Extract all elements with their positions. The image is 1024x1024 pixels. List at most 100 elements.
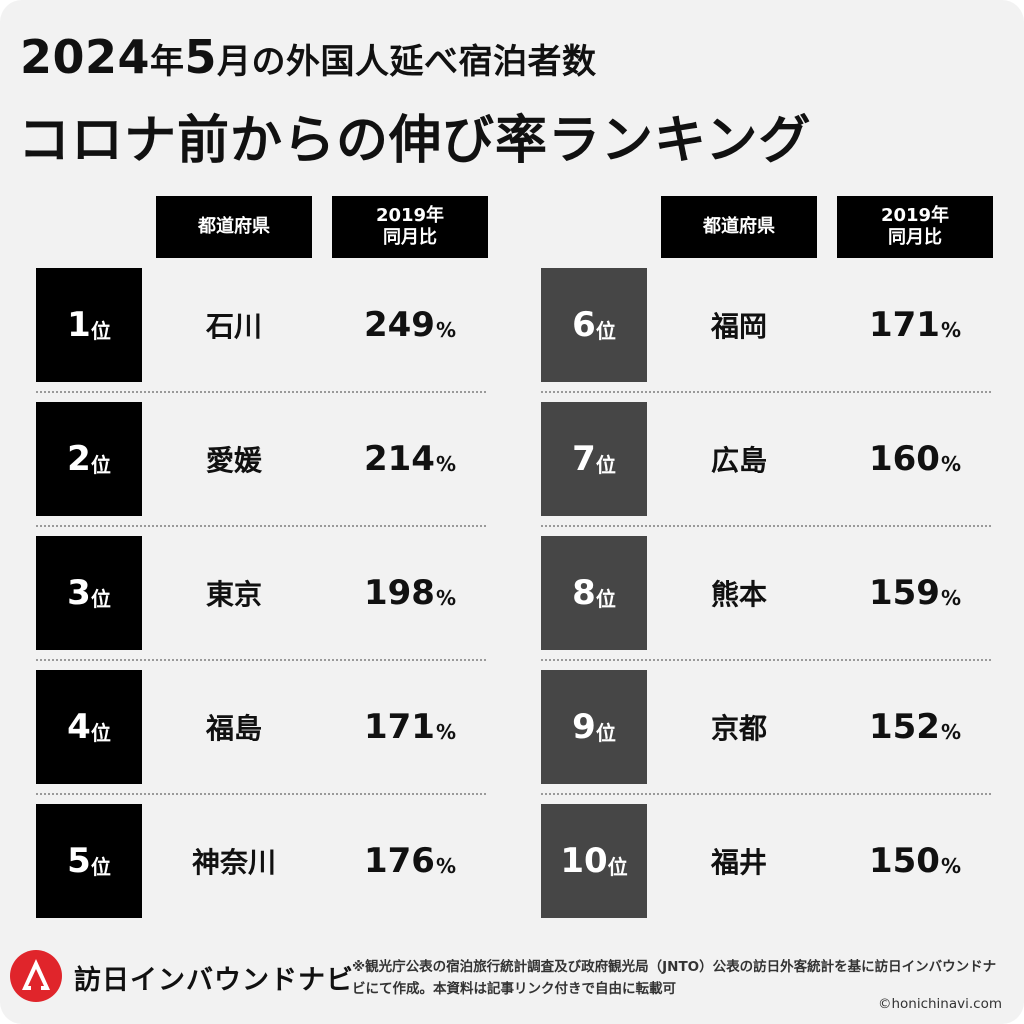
rank-unit: 位 bbox=[90, 854, 111, 879]
header-ratio-line1: 2019年 bbox=[375, 204, 445, 226]
row-divider bbox=[36, 525, 486, 527]
row-divider bbox=[541, 793, 991, 795]
rank-number: 7 bbox=[572, 439, 596, 479]
rank-unit: 位 bbox=[595, 720, 616, 745]
percent-unit: % bbox=[940, 318, 962, 342]
ranking-row: 7 位 広島 160% bbox=[541, 402, 1001, 536]
ratio-value: 171 bbox=[868, 305, 940, 345]
percent-unit: % bbox=[435, 452, 457, 476]
ratio-value: 176 bbox=[363, 841, 435, 881]
percent-unit: % bbox=[940, 720, 962, 744]
prefecture-name: 広島 bbox=[710, 444, 767, 477]
rank-number: 3 bbox=[67, 573, 91, 613]
rank-unit: 位 bbox=[595, 318, 616, 343]
header-ratio-line2: 同月比 bbox=[382, 227, 437, 248]
ranking-row: 9 位 京都 152% bbox=[541, 670, 1001, 804]
rank-number: 9 bbox=[572, 707, 596, 747]
title-year: 2024 bbox=[20, 30, 151, 84]
prefecture-name: 熊本 bbox=[710, 578, 767, 611]
title-line-1: 2024年5月の外国人延べ宿泊者数 bbox=[20, 30, 597, 84]
ranking-row: 5 位 神奈川 176% bbox=[36, 804, 496, 938]
rank-unit: 位 bbox=[595, 452, 616, 477]
ranking-row: 4 位 福島 171% bbox=[36, 670, 496, 804]
rank-unit: 位 bbox=[90, 720, 111, 745]
percent-unit: % bbox=[435, 586, 457, 610]
row-divider bbox=[36, 793, 486, 795]
growth-ratio: 171% bbox=[837, 268, 993, 382]
prefecture-name: 福岡 bbox=[710, 310, 767, 343]
ratio-value: 249 bbox=[363, 305, 435, 345]
prefecture-name: 福島 bbox=[205, 712, 262, 745]
ranking-row: 1 位 石川 249% bbox=[36, 268, 496, 402]
ranking-row: 2 位 愛媛 214% bbox=[36, 402, 496, 536]
rank-unit: 位 bbox=[90, 452, 111, 477]
header-ratio-line2: 同月比 bbox=[887, 227, 942, 248]
header-ratio-line1: 2019年 bbox=[880, 204, 950, 226]
ratio-value: 152 bbox=[868, 707, 940, 747]
title-line-1-rest: の外国人延べ宿泊者数 bbox=[251, 42, 597, 82]
growth-ratio: 160% bbox=[837, 402, 993, 516]
prefecture-name: 石川 bbox=[205, 310, 262, 343]
rank-unit: 位 bbox=[607, 854, 628, 879]
rank-number: 5 bbox=[67, 841, 91, 881]
prefecture-name: 東京 bbox=[205, 578, 262, 611]
header-ratio: 2019年 同月比 bbox=[332, 196, 488, 258]
percent-unit: % bbox=[940, 586, 962, 610]
prefecture-name: 京都 bbox=[710, 712, 767, 745]
growth-ratio: 159% bbox=[837, 536, 993, 650]
brand-logo-icon bbox=[10, 950, 62, 1002]
ratio-value: 171 bbox=[363, 707, 435, 747]
prefecture-name: 神奈川 bbox=[191, 846, 276, 879]
title-line-2: コロナ前からの伸び率ランキング bbox=[18, 111, 812, 171]
header-ratio: 2019年 同月比 bbox=[837, 196, 993, 258]
percent-unit: % bbox=[435, 318, 457, 342]
rank-number: 6 bbox=[572, 305, 596, 345]
percent-unit: % bbox=[940, 854, 962, 878]
growth-ratio: 176% bbox=[332, 804, 488, 918]
brand-name: 訪日インバウンドナビ bbox=[74, 965, 354, 996]
title-year-unit: 年 bbox=[150, 42, 185, 82]
row-divider bbox=[541, 525, 991, 527]
rank-unit: 位 bbox=[595, 586, 616, 611]
row-divider bbox=[36, 659, 486, 661]
ratio-value: 214 bbox=[363, 439, 435, 479]
row-divider bbox=[36, 391, 486, 393]
rank-number: 8 bbox=[572, 573, 596, 613]
growth-ratio: 171% bbox=[332, 670, 488, 784]
growth-ratio: 214% bbox=[332, 402, 488, 516]
title-month-unit: 月 bbox=[217, 42, 252, 82]
title-month: 5 bbox=[184, 30, 218, 84]
growth-ratio: 249% bbox=[332, 268, 488, 382]
growth-ratio: 152% bbox=[837, 670, 993, 784]
source-note: ※観光庁公表の宿泊旅行統計調査及び政府観光局（JNTO）公表の訪日外客統計を基に… bbox=[352, 959, 997, 997]
percent-unit: % bbox=[435, 720, 457, 744]
percent-unit: % bbox=[435, 854, 457, 878]
row-divider bbox=[541, 659, 991, 661]
rank-number: 2 bbox=[67, 439, 91, 479]
ratio-value: 198 bbox=[363, 573, 435, 613]
ranking-rows: 6 位福岡 171% 7 位広島 160% 8 位熊本 159% 9 位京都 152% 10 位福井 150… bbox=[541, 268, 1001, 938]
ratio-value: 150 bbox=[868, 841, 940, 881]
ratio-value: 160 bbox=[868, 439, 940, 479]
rank-number: 4 bbox=[67, 707, 91, 747]
rank-number: 10 bbox=[560, 841, 608, 881]
ratio-value: 159 bbox=[868, 573, 940, 613]
growth-ratio: 198% bbox=[332, 536, 488, 650]
growth-ratio: 150% bbox=[837, 804, 993, 918]
ranking-row: 8 位 熊本 159% bbox=[541, 536, 1001, 670]
header-prefecture: 都道府県 bbox=[156, 196, 312, 258]
prefecture-name: 愛媛 bbox=[205, 444, 262, 477]
rank-unit: 位 bbox=[90, 586, 111, 611]
prefecture-name: 福井 bbox=[710, 846, 767, 879]
ranking-row: 10 位 福井 150% bbox=[541, 804, 1001, 938]
rank-unit: 位 bbox=[90, 318, 111, 343]
copyright: ©honichinavi.com bbox=[877, 996, 1002, 1012]
